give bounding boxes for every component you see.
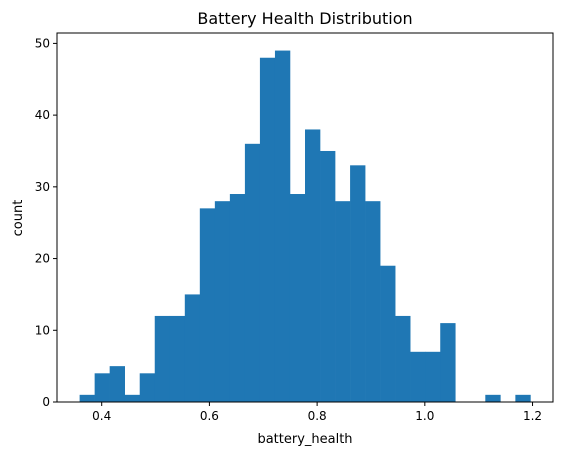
histogram-bar: [214, 201, 231, 402]
histogram-bar: [440, 323, 456, 402]
y-tick-label: 40: [35, 108, 50, 122]
x-tick-label: 0.8: [308, 409, 327, 423]
x-tick-label: 0.4: [92, 409, 111, 423]
chart-title: Battery Health Distribution: [197, 9, 412, 28]
y-axis-label: count: [11, 200, 26, 237]
y-tick-label: 50: [35, 36, 50, 50]
histogram-bar: [109, 366, 125, 402]
histogram-bar: [305, 129, 321, 402]
histogram-bar: [410, 351, 426, 402]
y-tick-label: 0: [42, 395, 50, 409]
y-tick-label: 10: [35, 323, 50, 337]
histogram-bar: [515, 394, 531, 402]
histogram-bar: [274, 50, 291, 402]
histogram-bar: [154, 315, 171, 402]
histogram-bar: [184, 294, 201, 402]
histogram-bar: [229, 194, 246, 402]
x-tick-label: 1.2: [523, 409, 542, 423]
y-tick-label: 30: [35, 180, 50, 194]
histogram-bar: [425, 351, 441, 402]
histogram-bar: [395, 315, 411, 402]
histogram-bar: [169, 315, 186, 402]
x-tick-label: 0.6: [200, 409, 219, 423]
plot-area-frame: [56, 32, 554, 403]
y-axis-ticks: 0 10 20 30 40 50: [35, 36, 57, 409]
histogram-bar: [485, 394, 501, 402]
histogram-bar: [94, 373, 110, 402]
histogram-bar: [350, 165, 366, 402]
histogram-bar: [320, 150, 336, 402]
histogram-bar: [259, 57, 276, 403]
x-tick-label: 1.0: [415, 409, 434, 423]
histogram-bars: [79, 50, 531, 403]
histogram-bar: [199, 208, 216, 402]
histogram-bar: [124, 394, 141, 402]
histogram-bar: [139, 373, 156, 402]
histogram-bar: [335, 201, 351, 402]
x-axis-label: battery_health: [257, 432, 352, 447]
histogram-bar: [289, 194, 306, 402]
x-axis-ticks: 0.4 0.6 0.8 1.0 1.2: [92, 402, 542, 423]
histogram-bar: [365, 201, 381, 402]
histogram-bar: [79, 394, 95, 402]
histogram-bar: [380, 265, 396, 402]
histogram-bar: [244, 143, 261, 402]
y-tick-label: 20: [35, 252, 50, 266]
